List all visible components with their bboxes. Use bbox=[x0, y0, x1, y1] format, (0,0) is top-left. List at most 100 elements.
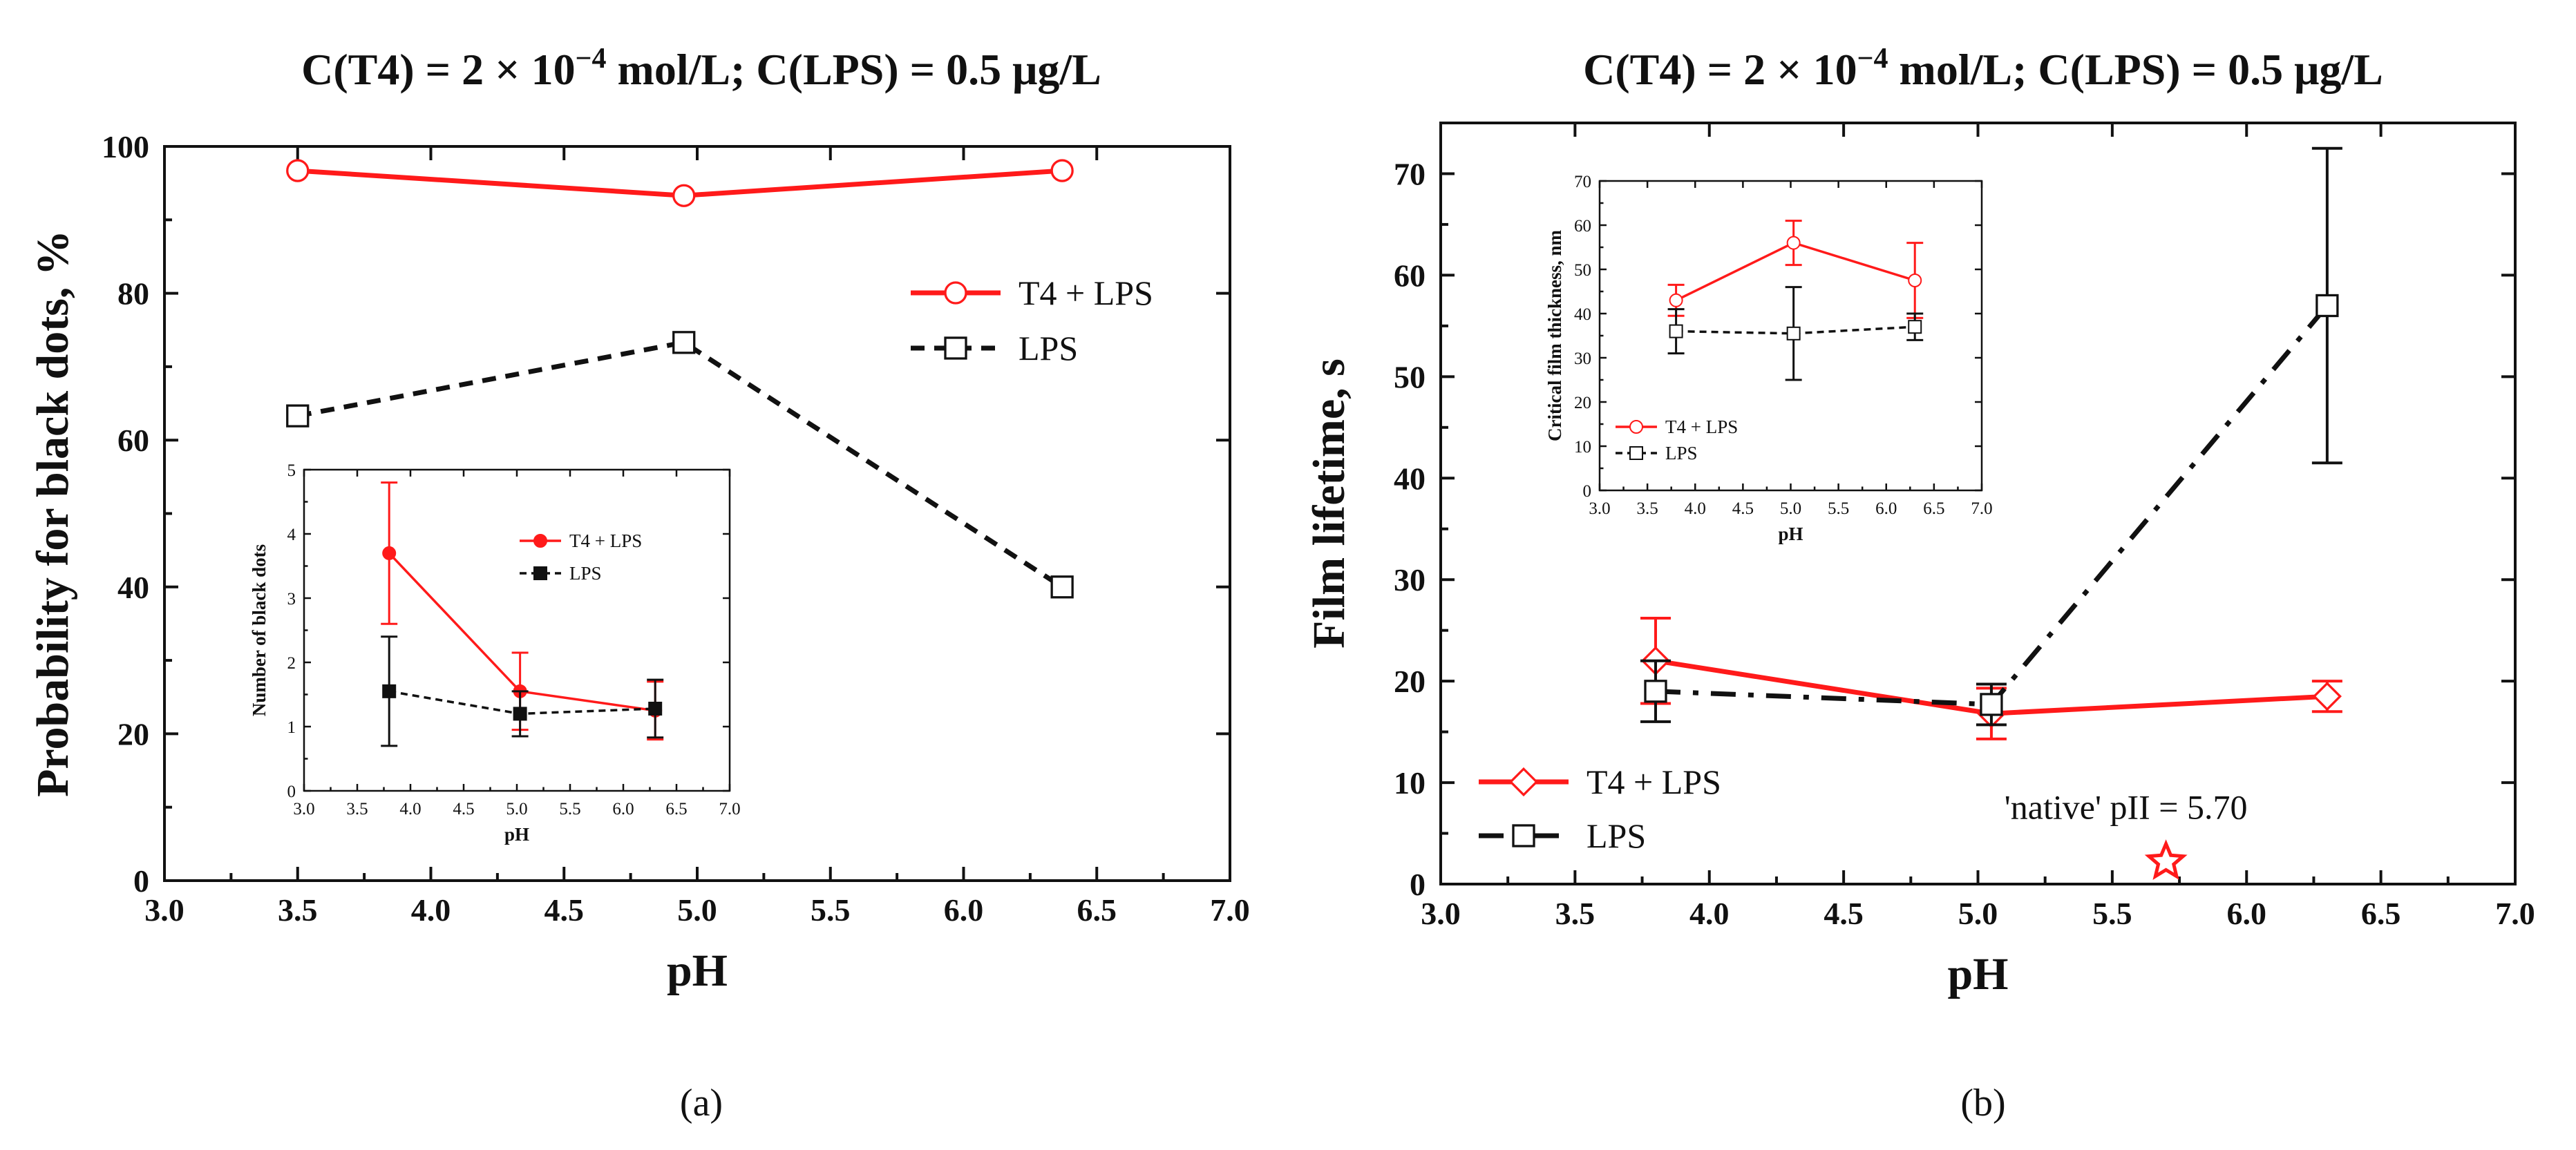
legend-marker-lps bbox=[1512, 824, 1535, 847]
inset-x-tick-label: 3.5 bbox=[1637, 499, 1658, 518]
inset-y-tick-label: 5 bbox=[287, 461, 296, 480]
inset-data-point-lps bbox=[1669, 324, 1683, 338]
data-point-lps bbox=[1050, 575, 1074, 599]
inset-y-tick-label: 0 bbox=[1583, 482, 1592, 501]
x-tick-label: 5.5 bbox=[2092, 896, 2132, 931]
x-tick-label: 7.0 bbox=[1210, 892, 1250, 928]
y-tick-label: 0 bbox=[133, 863, 149, 899]
legend-marker-t4-lps bbox=[1508, 767, 1539, 797]
x-tick-label: 7.0 bbox=[2495, 896, 2535, 931]
inset-y-tick-label: 2 bbox=[287, 654, 296, 673]
inset-y-tick-label: 70 bbox=[1574, 173, 1591, 191]
y-axis-label: Probability for black dots, % bbox=[28, 230, 78, 797]
y-tick-label: 50 bbox=[1394, 359, 1426, 394]
inset-y-tick-label: 0 bbox=[287, 783, 296, 801]
x-tick-label: 4.0 bbox=[411, 892, 451, 928]
inset-y-tick-label: 50 bbox=[1574, 261, 1591, 280]
inset-legend-label-t4-lps: T4 + LPS bbox=[1665, 416, 1738, 437]
inset-x-tick-label: 4.0 bbox=[1685, 499, 1706, 518]
inset-y-tick-label: 20 bbox=[1574, 394, 1591, 412]
legend-marker-t4-lps bbox=[944, 281, 967, 305]
inset-x-tick-label: 3.0 bbox=[1589, 499, 1610, 518]
inset-y-axis-label: Number of black dots bbox=[249, 544, 269, 716]
y-tick-label: 70 bbox=[1394, 156, 1426, 191]
x-tick-label: 4.5 bbox=[1824, 896, 1864, 931]
y-tick-label: 60 bbox=[117, 423, 149, 458]
inset-legend-marker-t4-lps bbox=[533, 534, 547, 548]
legend-label-t4-lps: T4 + LPS bbox=[1587, 763, 1721, 801]
data-point-lps bbox=[286, 404, 310, 428]
data-point-lps bbox=[1644, 680, 1667, 703]
panel-label-a: (a) bbox=[680, 1082, 723, 1124]
y-axis-label: Film lifetime, s bbox=[1304, 358, 1354, 649]
panel-b: C(T4) = 2 × 10−4 mol/L; C(LPS) = 0.5 μg/… bbox=[1304, 43, 2535, 1124]
inset-y-tick-label: 1 bbox=[287, 718, 296, 737]
inset-data-point-lps bbox=[1908, 320, 1922, 334]
y-tick-label: 0 bbox=[1410, 867, 1426, 902]
inset-x-tick-label: 3.5 bbox=[346, 800, 368, 818]
y-tick-label: 20 bbox=[117, 716, 149, 751]
inset-x-axis-label: pH bbox=[504, 824, 529, 845]
inset-data-point-lps bbox=[1786, 326, 1801, 341]
inset-x-tick-label: 6.5 bbox=[1923, 499, 1944, 518]
data-point-t4-lps bbox=[2312, 682, 2342, 711]
inset-y-axis-label: Critical film thickness, nm bbox=[1544, 230, 1565, 441]
x-axis-label: pH bbox=[1947, 949, 2008, 999]
legend-label-lps: LPS bbox=[1587, 816, 1646, 855]
inset-y-tick-label: 3 bbox=[287, 590, 296, 608]
native-pi-annotation: 'native' pII = 5.70 bbox=[2005, 788, 2248, 827]
inset-x-tick-label: 7.0 bbox=[1971, 499, 1992, 518]
inset-x-tick-label: 6.0 bbox=[1875, 499, 1897, 518]
inset-y-tick-label: 10 bbox=[1574, 438, 1591, 457]
inset-data-point-t4-lps bbox=[1908, 274, 1922, 287]
inset-legend-marker-lps bbox=[533, 566, 547, 580]
inset-data-point-lps bbox=[648, 701, 663, 716]
chart-title-b: C(T4) = 2 × 10−4 mol/L; C(LPS) = 0.5 μg/… bbox=[1583, 43, 2383, 94]
y-tick-label: 100 bbox=[102, 129, 149, 164]
data-point-t4-lps bbox=[1050, 159, 1074, 182]
inset-y-tick-label: 40 bbox=[1574, 305, 1591, 324]
y-tick-label: 20 bbox=[1394, 664, 1426, 699]
inset-data-point-t4-lps bbox=[382, 546, 397, 560]
x-tick-label: 3.0 bbox=[1421, 896, 1461, 931]
x-tick-label: 4.5 bbox=[544, 892, 585, 928]
y-tick-label: 40 bbox=[117, 570, 149, 605]
legend-marker-lps bbox=[944, 336, 967, 360]
x-tick-label: 4.0 bbox=[1689, 896, 1730, 931]
x-axis-label: pH bbox=[667, 946, 728, 996]
inset-x-tick-label: 6.5 bbox=[665, 800, 687, 818]
x-tick-label: 5.0 bbox=[1958, 896, 1998, 931]
inset-x-tick-label: 3.0 bbox=[293, 800, 314, 818]
x-tick-label: 3.5 bbox=[278, 892, 318, 928]
inset-background-a bbox=[304, 470, 730, 791]
data-point-t4-lps bbox=[672, 184, 696, 207]
x-tick-label: 6.0 bbox=[2227, 896, 2267, 931]
inset-data-point-t4-lps bbox=[1669, 293, 1683, 307]
y-tick-label: 80 bbox=[117, 276, 149, 312]
inset-x-tick-label: 4.0 bbox=[399, 800, 421, 818]
x-tick-label: 6.0 bbox=[944, 892, 984, 928]
y-tick-label: 40 bbox=[1394, 461, 1426, 496]
legend-label-t4-lps: T4 + LPS bbox=[1019, 274, 1153, 312]
inset-x-tick-label: 5.0 bbox=[506, 800, 527, 818]
inset-data-point-lps bbox=[513, 707, 527, 721]
y-tick-label: 10 bbox=[1394, 765, 1426, 801]
inset-x-tick-label: 5.5 bbox=[559, 800, 580, 818]
inset-legend-label-lps: LPS bbox=[569, 563, 602, 584]
chart-title-a: C(T4) = 2 × 10−4 mol/L; C(LPS) = 0.5 μg/… bbox=[301, 43, 1101, 94]
inset-x-axis-label: pH bbox=[1778, 524, 1803, 544]
inset-legend-label-t4-lps: T4 + LPS bbox=[569, 530, 642, 551]
panel-label-b: (b) bbox=[1960, 1082, 2005, 1124]
inset-y-tick-label: 60 bbox=[1574, 217, 1591, 236]
x-tick-label: 6.5 bbox=[2361, 896, 2401, 931]
inset-legend-marker-t4-lps bbox=[1629, 420, 1643, 434]
inset-data-point-t4-lps bbox=[1786, 236, 1801, 250]
inset-x-tick-label: 6.0 bbox=[612, 800, 634, 818]
inset-legend-label-lps: LPS bbox=[1665, 443, 1698, 463]
y-tick-label: 60 bbox=[1394, 258, 1426, 293]
x-tick-label: 3.0 bbox=[144, 892, 184, 928]
x-tick-label: 3.5 bbox=[1555, 896, 1595, 931]
series-line-lps bbox=[297, 340, 1064, 589]
data-point-t4-lps bbox=[286, 159, 310, 182]
